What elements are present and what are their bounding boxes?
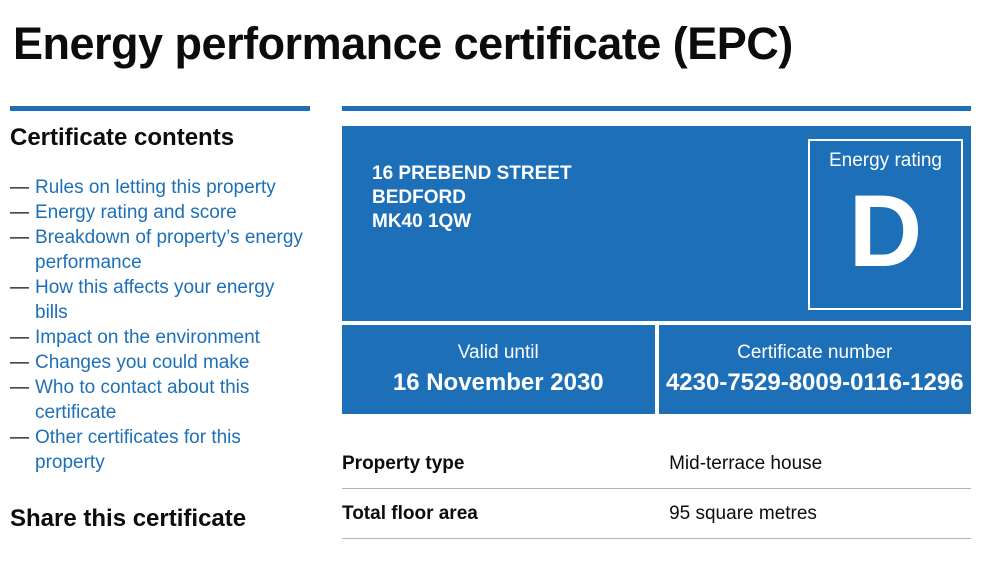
valid-until-date: 16 November 2030 [392,369,604,397]
energy-rating-label: Energy rating [828,150,942,172]
certificate-main-column: 16 PREBEND STREET BEDFORD MK40 1QW Energ… [342,106,971,540]
address-line-2: BEDFORD [372,187,466,209]
table-row: Property type Mid-terrace house [342,439,971,490]
contents-item: Other certificates for this property [10,425,310,475]
certificate-contents-sidebar: Certificate contents Rules on letting th… [10,106,310,532]
contents-link-energy-rating-and-score[interactable]: Energy rating and score [35,201,237,223]
contents-item: How this affects your energy bills [10,275,310,325]
property-type-label: Property type [342,453,465,475]
contents-link-changes-you-could-make[interactable]: Changes you could make [35,351,250,373]
energy-rating-value: D [848,174,923,289]
contents-link-other-certificates[interactable]: Other certificates for this property [35,426,241,473]
property-address: 16 PREBEND STREET BEDFORD MK40 1QW [372,162,941,234]
epc-page: Energy performance certificate (EPC) Cer… [0,18,1004,540]
contents-link-rules-on-letting[interactable]: Rules on letting this property [35,176,276,198]
address-line-1: 16 PREBEND STREET [372,163,572,185]
property-type-value: Mid-terrace house [669,453,823,475]
total-floor-area-label: Total floor area [342,503,478,525]
address-line-3: MK40 1QW [372,211,472,233]
valid-until-label: Valid until [457,342,539,364]
total-floor-area-value: 95 square metres [669,503,817,525]
property-summary-table: Property type Mid-terrace house Total fl… [342,439,971,540]
contents-link-who-to-contact[interactable]: Who to contact about this certificate [35,376,250,423]
contents-item: Impact on the environment [10,325,310,350]
table-row: Total floor area 95 square metres [342,489,971,540]
share-certificate-heading: Share this certificate [10,504,247,532]
contents-item: Rules on letting this property [10,175,310,200]
contents-link-impact-environment[interactable]: Impact on the environment [35,326,260,348]
certificate-number-label: Certificate number [737,342,893,364]
two-column-layout: Certificate contents Rules on letting th… [10,106,971,540]
contents-list: Rules on letting this property Energy ra… [10,175,310,475]
certificate-number-value: 4230-7529-8009-0116-1296 [665,369,964,397]
contents-link-breakdown-energy-performance[interactable]: Breakdown of property’s energy performan… [35,226,303,273]
contents-item: Breakdown of property’s energy performan… [10,225,310,275]
valid-until-cell: Valid until 16 November 2030 [342,325,655,415]
contents-item: Changes you could make [10,350,310,375]
certificate-summary-panel: 16 PREBEND STREET BEDFORD MK40 1QW Energ… [342,126,971,322]
validity-row: Valid until 16 November 2030 Certificate… [342,325,971,415]
contents-item: Who to contact about this certificate [10,375,310,425]
contents-link-energy-bills[interactable]: How this affects your energy bills [35,276,275,323]
energy-rating-box: Energy rating D [808,139,963,311]
page-title: Energy performance certificate (EPC) [13,18,793,69]
certificate-number-cell: Certificate number 4230-7529-8009-0116-1… [658,325,971,415]
contents-item: Energy rating and score [10,200,310,225]
contents-heading: Certificate contents [10,124,235,152]
